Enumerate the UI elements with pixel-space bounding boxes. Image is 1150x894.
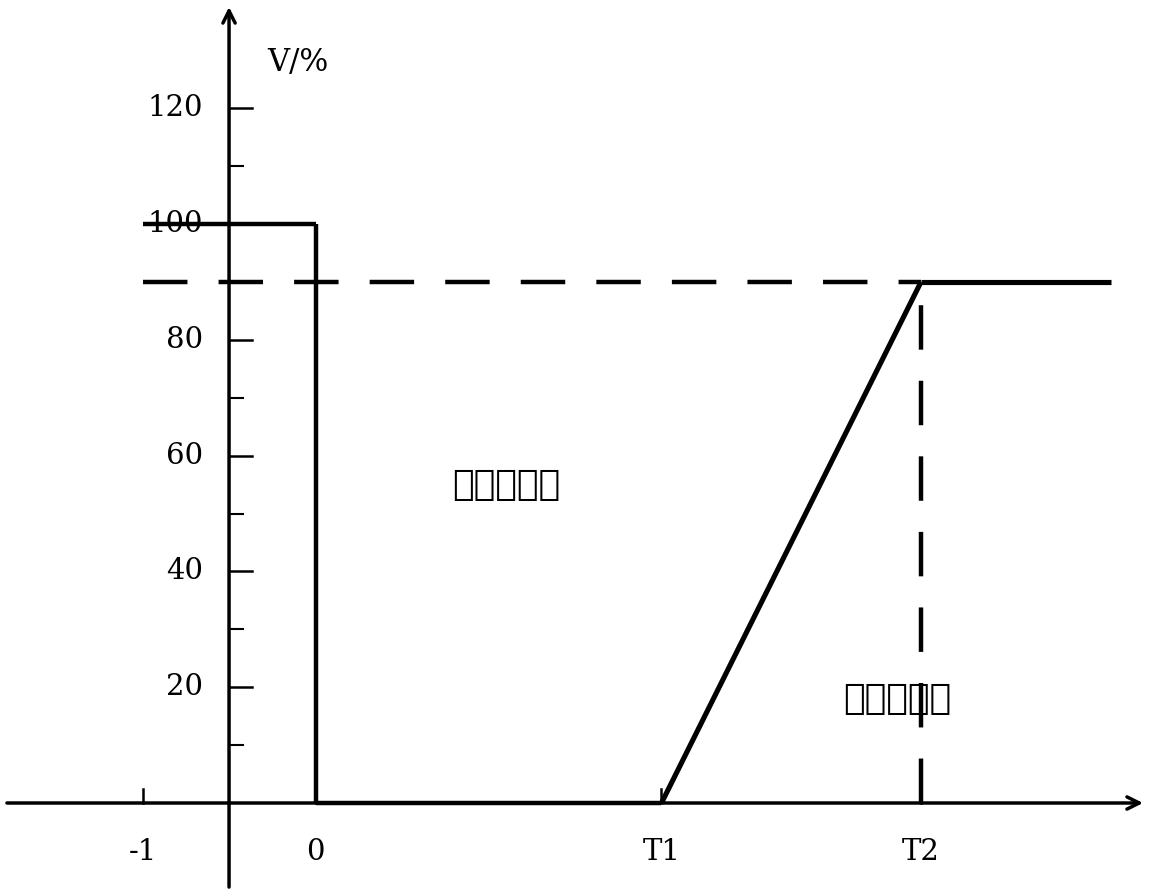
Text: V/%: V/% [267, 46, 329, 78]
Text: 100: 100 [147, 210, 204, 238]
Text: 从电网切出: 从电网切出 [843, 682, 951, 716]
Text: 120: 120 [147, 95, 204, 122]
Text: 20: 20 [166, 673, 204, 701]
Text: 不脱网运行: 不脱网运行 [452, 468, 560, 502]
Text: 80: 80 [166, 326, 204, 354]
Text: T2: T2 [902, 838, 940, 865]
Text: 40: 40 [166, 558, 204, 586]
Text: 60: 60 [166, 442, 204, 469]
Text: T1: T1 [643, 838, 681, 865]
Text: -1: -1 [129, 838, 156, 865]
Text: 0: 0 [306, 838, 324, 865]
